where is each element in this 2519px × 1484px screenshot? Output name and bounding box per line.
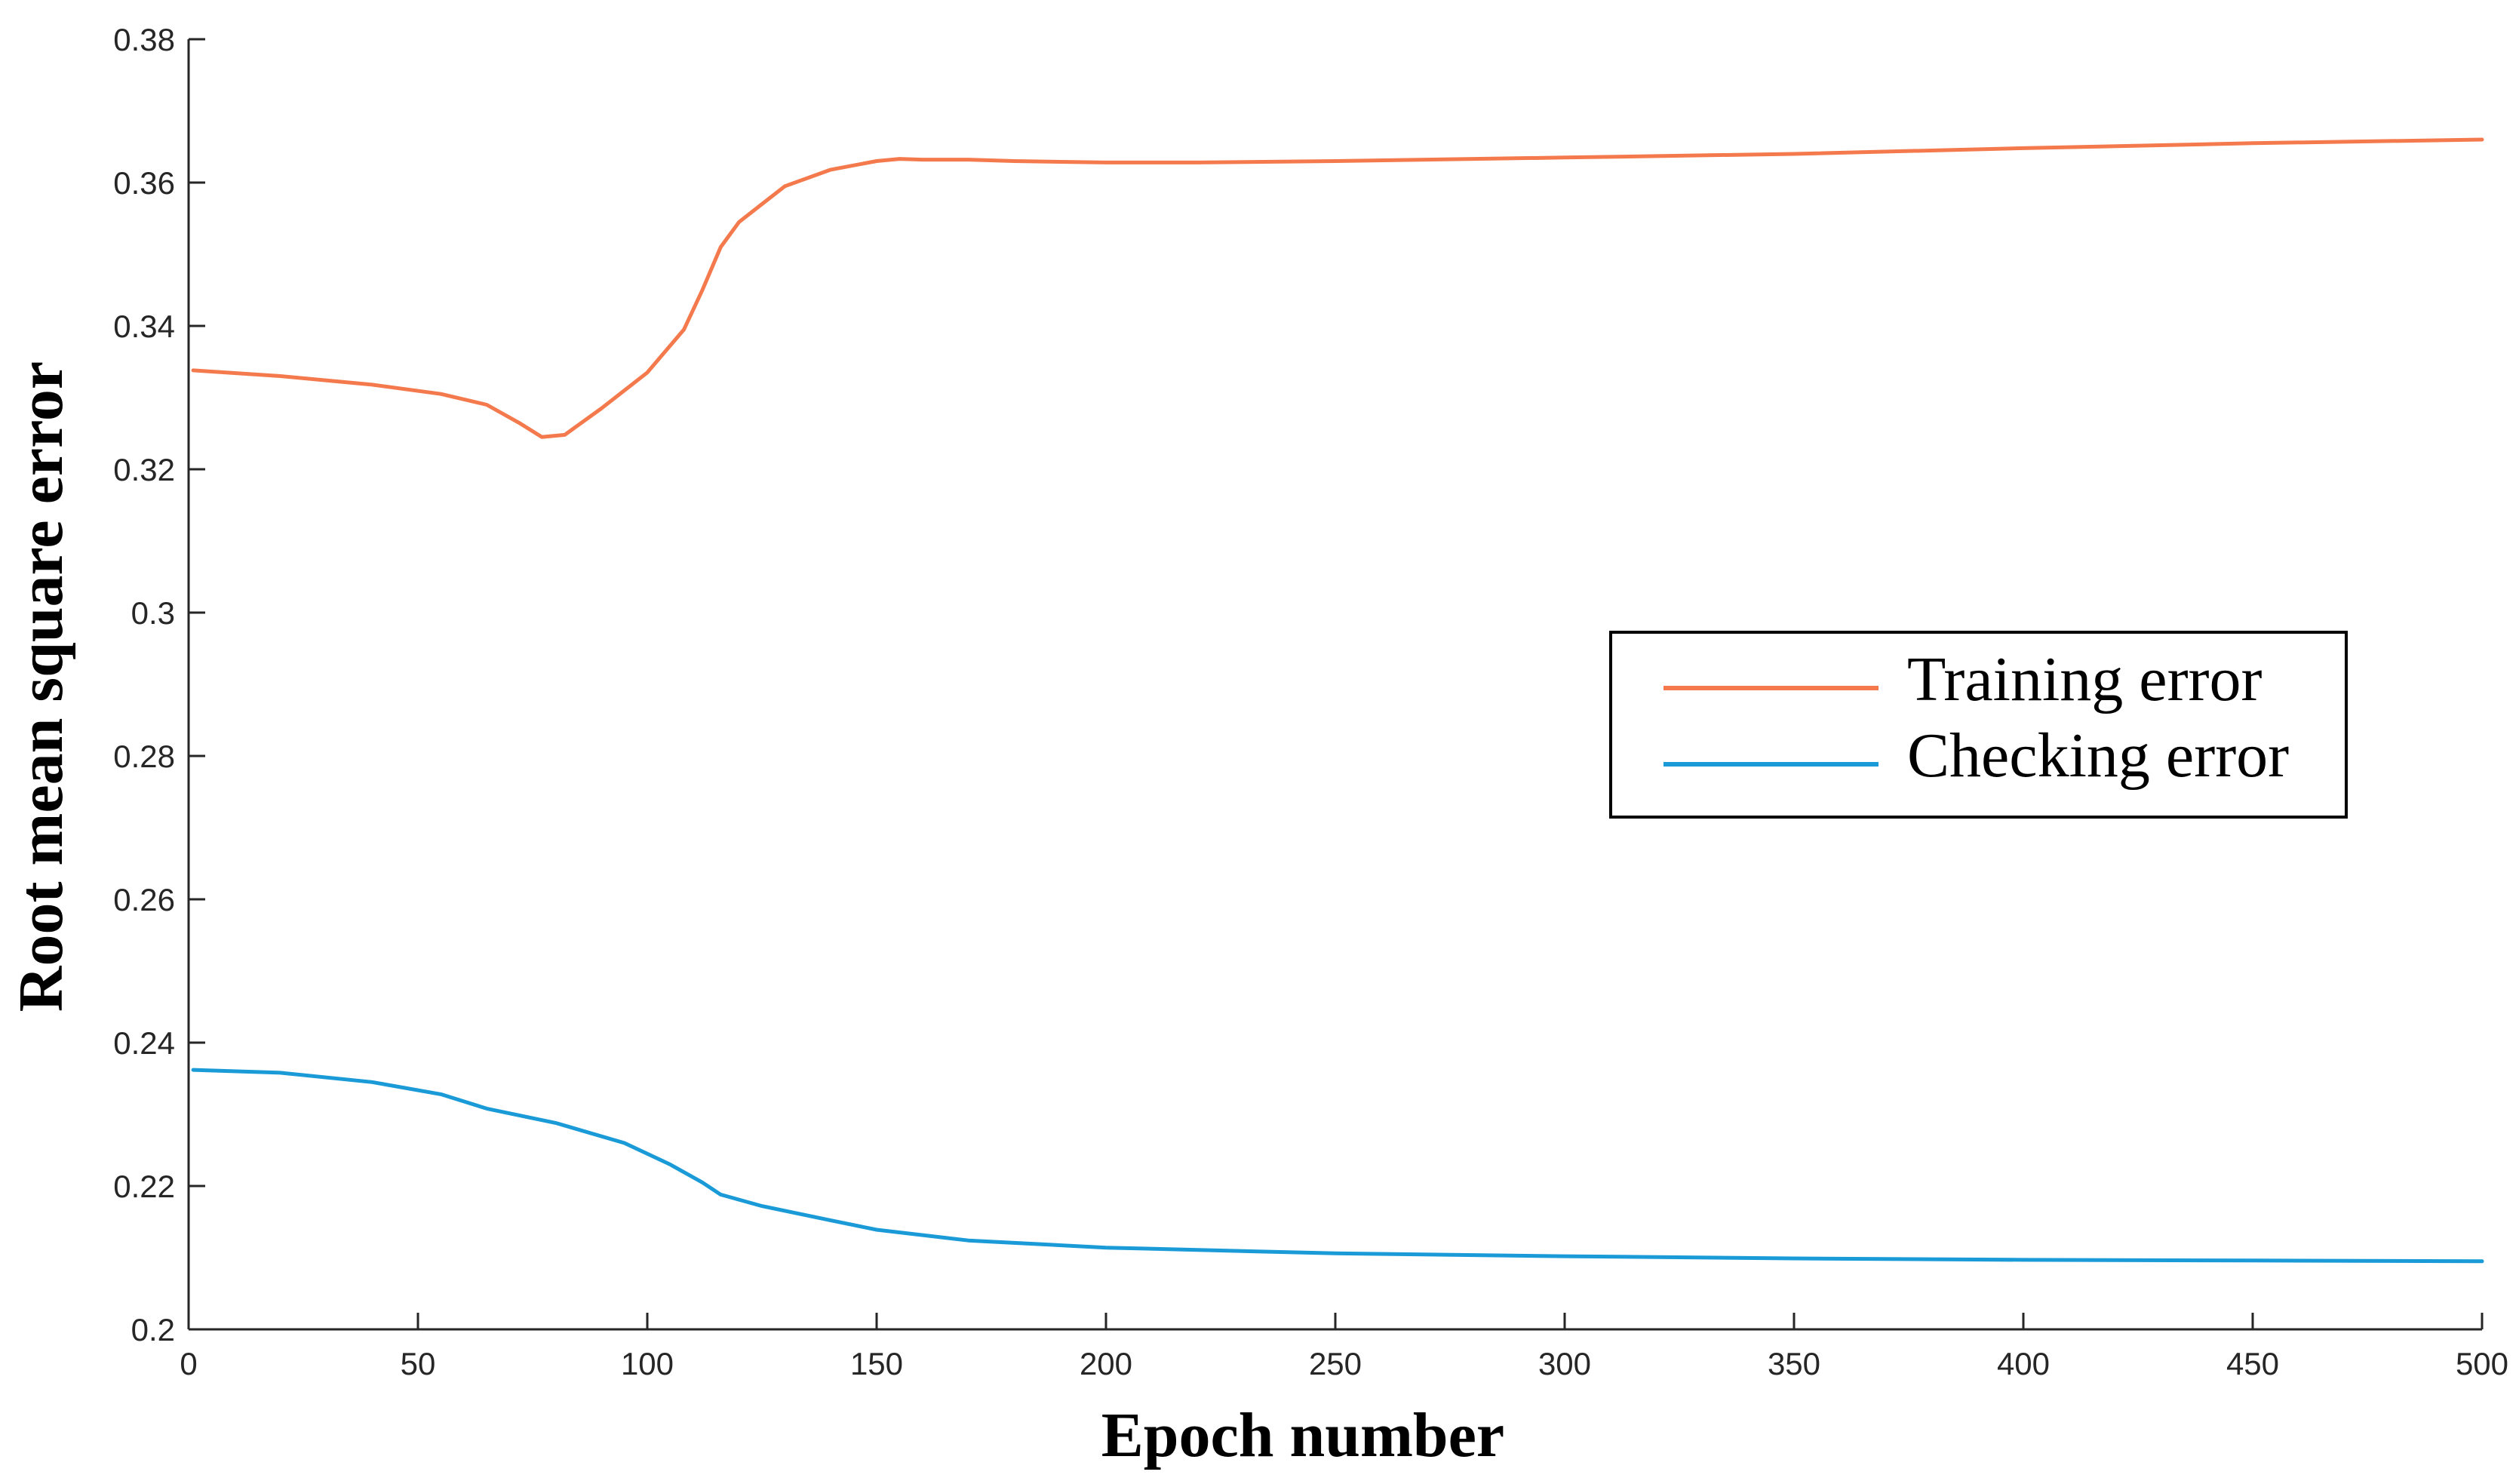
y-tick-label: 0.22 bbox=[113, 1169, 175, 1204]
x-tick-label: 350 bbox=[1768, 1346, 1820, 1381]
y-tick-label: 0.34 bbox=[113, 309, 175, 344]
x-axis-title: Epoch number bbox=[1101, 1400, 1504, 1470]
legend-box bbox=[1609, 631, 2348, 819]
x-tick-label: 50 bbox=[401, 1346, 436, 1381]
y-tick-label: 0.36 bbox=[113, 165, 175, 201]
series-line-training-error bbox=[191, 137, 2484, 439]
series-layer bbox=[191, 137, 2484, 1264]
y-tick-label: 0.38 bbox=[113, 22, 175, 57]
y-tick-label: 0.2 bbox=[131, 1312, 175, 1347]
x-tick-label: 300 bbox=[1538, 1346, 1591, 1381]
series-line-checking-error bbox=[191, 1068, 2484, 1264]
x-tick-label: 250 bbox=[1309, 1346, 1362, 1381]
x-tick-label: 100 bbox=[621, 1346, 674, 1381]
y-tick-label: 0.32 bbox=[113, 452, 175, 487]
x-tick-label: 400 bbox=[1997, 1346, 2050, 1381]
x-tick-label: 500 bbox=[2456, 1346, 2508, 1381]
legend-label-checking-error: Checking error bbox=[1907, 720, 2289, 791]
x-tick-label: 450 bbox=[2226, 1346, 2279, 1381]
legend: Training error Checking error bbox=[1609, 631, 2348, 819]
y-axis-title: Root mean square error bbox=[6, 361, 76, 1012]
y-tick-label: 0.26 bbox=[113, 882, 175, 917]
legend-label-training-error: Training error bbox=[1907, 644, 2262, 714]
x-ticks: 0 50 100 150 200 250 300 350 400 450 500 bbox=[180, 1313, 2508, 1381]
y-tick-label: 0.3 bbox=[131, 595, 175, 631]
x-tick-label: 150 bbox=[850, 1346, 903, 1381]
x-tick-label: 200 bbox=[1080, 1346, 1132, 1381]
y-tick-label: 0.24 bbox=[113, 1025, 175, 1061]
y-ticks: 0.2 0.22 0.24 0.26 0.28 0.3 0.32 0.34 0.36 0.38 bbox=[113, 22, 205, 1347]
y-tick-label: 0.28 bbox=[113, 739, 175, 774]
x-tick-label: 0 bbox=[180, 1346, 197, 1381]
